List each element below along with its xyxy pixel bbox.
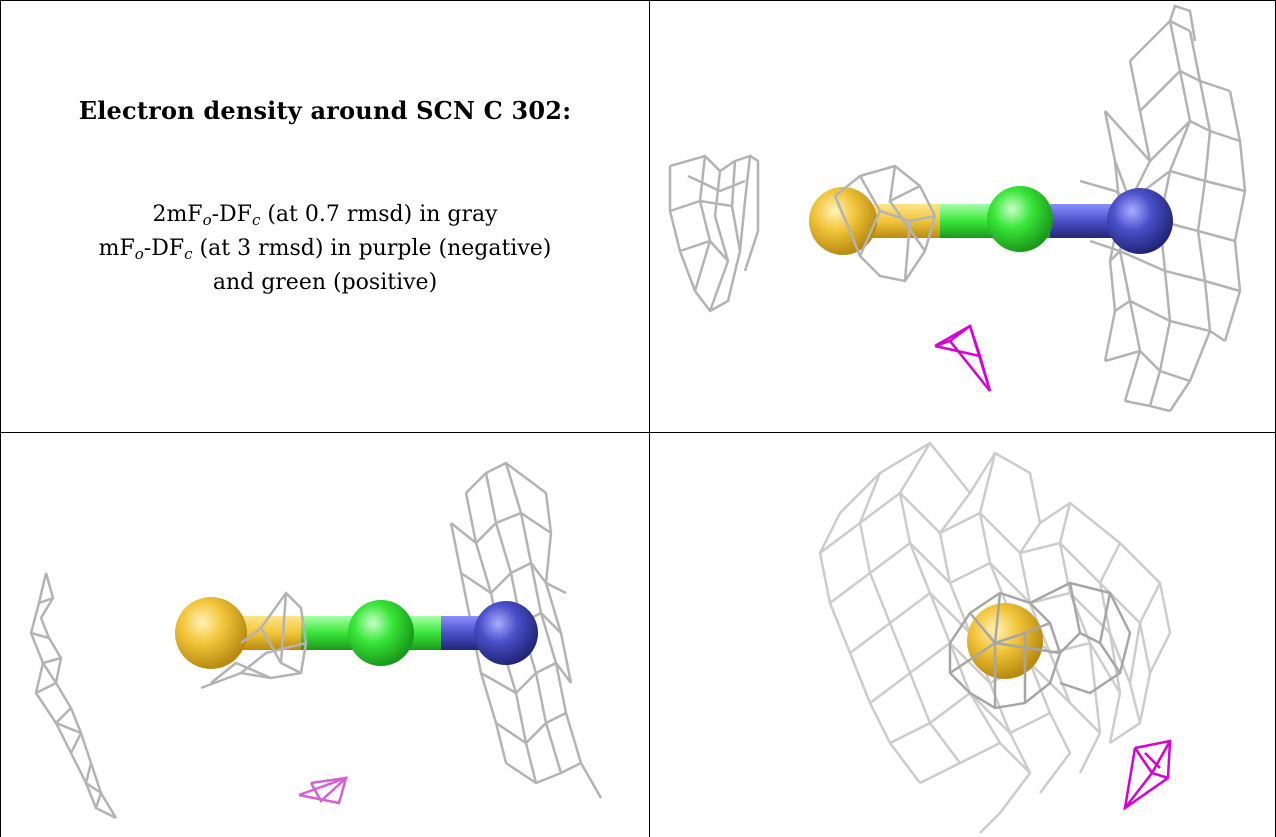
view-bottom-left [29, 461, 603, 820]
mesh-gray-left [668, 154, 760, 313]
mesh-negative [1123, 739, 1172, 811]
view-top-right [668, 4, 1247, 413]
molecule-scn [809, 186, 1173, 255]
caption-line-mfo: mFo-DFc (at 3 rmsd) in purple (negative) [98, 236, 552, 263]
grid-middle-divider [0, 432, 1276, 433]
grid-center-divider [649, 0, 650, 837]
atom-sulfur [967, 603, 1043, 679]
atom-nitrogen [474, 601, 538, 665]
mesh-negative [934, 324, 992, 392]
molecule-scn [175, 597, 538, 669]
atom-sulfur [809, 187, 877, 255]
mesh-negative [298, 775, 348, 805]
caption-title: Electron density around SCN C 302: [78, 96, 572, 125]
mesh-gray-left [29, 572, 118, 820]
atom-carbon [987, 186, 1053, 252]
atom-carbon [348, 600, 414, 666]
caption-line-positive: and green (positive) [212, 270, 438, 295]
caption-cell: Electron density around SCN C 302: 2mFo-… [4, 0, 646, 432]
mesh-gray-inner [948, 581, 1132, 710]
view-bottom-right [818, 441, 1172, 834]
atom-nitrogen [1107, 188, 1173, 254]
grid-left-border [0, 0, 1, 837]
caption-line-2mfo: 2mFo-DFc (at 0.7 rmsd) in gray [152, 202, 498, 229]
grid-top-border [0, 0, 1276, 1]
molecule-scn [967, 603, 1043, 679]
caption-description: 2mFo-DFc (at 0.7 rmsd) in gray mFo-DFc (… [4, 198, 646, 300]
mesh-gray-sulfur [833, 164, 937, 283]
mesh-gray-sulfur [200, 591, 308, 690]
atom-sulfur [175, 597, 247, 669]
